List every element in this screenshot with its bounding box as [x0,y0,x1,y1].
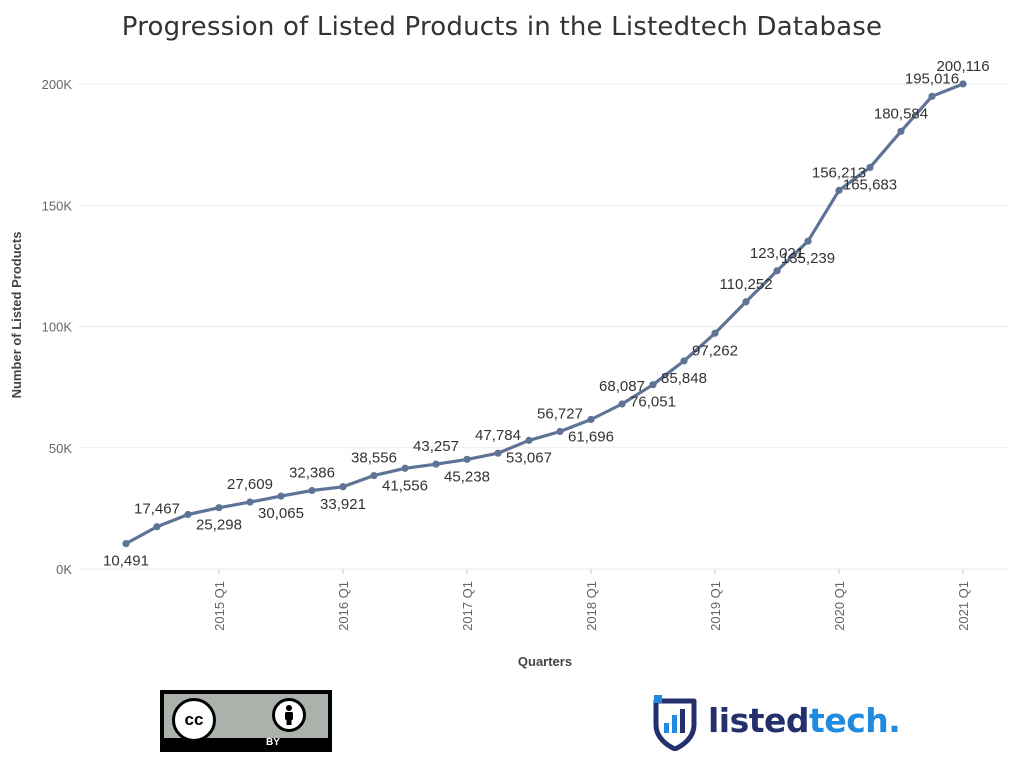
data-label: 25,298 [196,517,242,534]
data-point [215,504,223,512]
data-point [897,127,905,135]
y-tick-label: 200K [42,77,73,92]
data-point [804,237,812,245]
y-tick-label: 0K [56,562,72,577]
data-point [432,460,440,468]
data-point [122,539,130,548]
cc-badge-background: cc [164,694,328,742]
x-axis-label: Quarters [518,654,572,669]
data-point [184,510,192,519]
data-label: 33,921 [320,496,366,513]
brand-name: listedtech. [708,701,901,740]
axes: 0K 50K 100K 150K 200K 2015 Q1 2016 Q1 2017 Q1 20… [42,77,971,631]
data-point [463,455,471,463]
x-tick-label: 2017 Q1 [460,581,475,631]
series-line [125,82,964,546]
data-label: 195,016 [905,70,959,87]
data-points [122,80,967,548]
data-label: 76,051 [630,394,676,411]
data-label: 43,257 [413,438,459,455]
person-icon [272,698,306,732]
data-point [959,80,967,88]
data-label: 97,262 [692,342,738,359]
brand-name-dot: . [888,701,901,740]
cc-icon: cc [172,698,216,742]
data-label: 56,727 [537,406,583,423]
data-point [494,449,502,457]
data-point [711,329,719,337]
data-label: 30,065 [258,505,304,522]
data-point [680,357,688,365]
data-point [649,381,657,389]
data-label: 10,491 [103,553,149,570]
data-label: 53,067 [506,449,552,466]
data-point [525,436,533,444]
data-label: 32,386 [289,465,335,482]
data-point [308,486,316,495]
data-label: 123,021 [750,245,804,262]
data-label: 38,556 [351,450,397,467]
data-label: 110,252 [719,276,772,293]
x-tick-label: 2015 Q1 [212,581,227,631]
x-tick-label: 2018 Q1 [584,581,599,631]
data-point [370,471,378,480]
data-point [835,186,843,194]
data-point [339,483,347,491]
y-tick-label: 150K [42,198,73,213]
data-labels: 10,491 17,467 25,298 27,609 30,065 32,386 33,9… [103,58,990,570]
x-tick-label: 2016 Q1 [336,581,351,631]
line-chart: 0K 50K 100K 150K 200K 2015 Q1 2016 Q1 2017 Q1 20… [9,58,1008,669]
x-tick-label: 2021 Q1 [956,581,971,631]
data-label: 85,848 [661,370,707,387]
data-point [587,415,595,424]
shield-bars-icon [653,695,697,751]
y-axis-label: Number of Listed Products [9,232,24,399]
data-point [618,400,626,408]
data-label: 27,609 [227,476,273,493]
data-label: 200,116 [936,58,989,75]
data-label: 17,467 [134,501,180,518]
gridlines [78,83,1008,570]
data-label: 41,556 [382,477,428,494]
data-point [277,492,285,500]
series-line-path [125,82,964,546]
data-label: 45,238 [444,468,490,485]
y-tick-label: 50K [49,441,72,456]
data-point [246,498,254,506]
data-label: 165,683 [843,176,897,193]
data-point [401,464,409,472]
data-label: 68,087 [599,378,645,395]
cc-by-license-badge[interactable]: cc BY [160,690,332,752]
data-label: 135,239 [781,250,835,267]
data-point [928,92,936,100]
listedtech-logo[interactable]: listedtech. [650,695,901,751]
data-label: 47,784 [475,427,521,444]
data-point [556,427,564,436]
cc-by-label: BY [266,737,280,748]
brand-name-part1: listed [708,701,810,740]
chart-title: Progression of Listed Products in the Li… [121,12,883,42]
y-tick-label: 100K [42,320,73,335]
data-label: 156,213 [812,164,866,181]
data-point [866,163,874,172]
x-tick-label: 2019 Q1 [708,581,723,631]
data-label: 180,584 [874,105,928,122]
data-label: 61,696 [568,428,614,445]
data-point [742,298,750,306]
data-point [153,523,161,531]
brand-name-part2: tech [809,701,889,740]
data-point [773,267,781,275]
x-tick-label: 2020 Q1 [832,581,847,631]
